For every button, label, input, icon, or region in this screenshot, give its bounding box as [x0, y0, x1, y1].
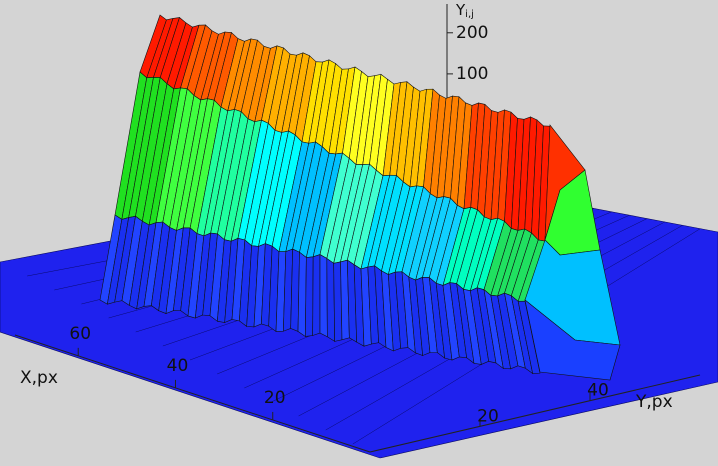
surface-facet	[524, 299, 621, 381]
surface-facet	[297, 251, 307, 338]
surface-facet	[319, 254, 328, 338]
y-tick-label: 20	[477, 406, 499, 426]
y-tick-label: 40	[587, 381, 609, 401]
y-axis-label: Y,px	[635, 392, 673, 412]
x-tick-label: 40	[167, 356, 189, 376]
z-axis-label: Yi,j	[455, 1, 474, 21]
axes: 20 40 60 20 40	[14, 324, 701, 453]
surface	[99, 14, 621, 381]
x-axis	[14, 334, 371, 453]
z-label-main: Y	[455, 1, 466, 19]
x-tick-label: 20	[264, 388, 286, 408]
z-label-sub: i,j	[465, 9, 474, 20]
z-tick-label: 100	[456, 64, 488, 84]
z-tick-label: 200	[456, 23, 488, 43]
surface-facet	[517, 300, 541, 374]
surface-facet	[305, 256, 314, 337]
y-axis	[369, 374, 701, 453]
z-axis: 100 200	[446, 4, 488, 115]
x-axis-label: X,px	[20, 368, 58, 388]
x-tick-label: 60	[69, 324, 91, 344]
surface-facet	[312, 254, 321, 336]
